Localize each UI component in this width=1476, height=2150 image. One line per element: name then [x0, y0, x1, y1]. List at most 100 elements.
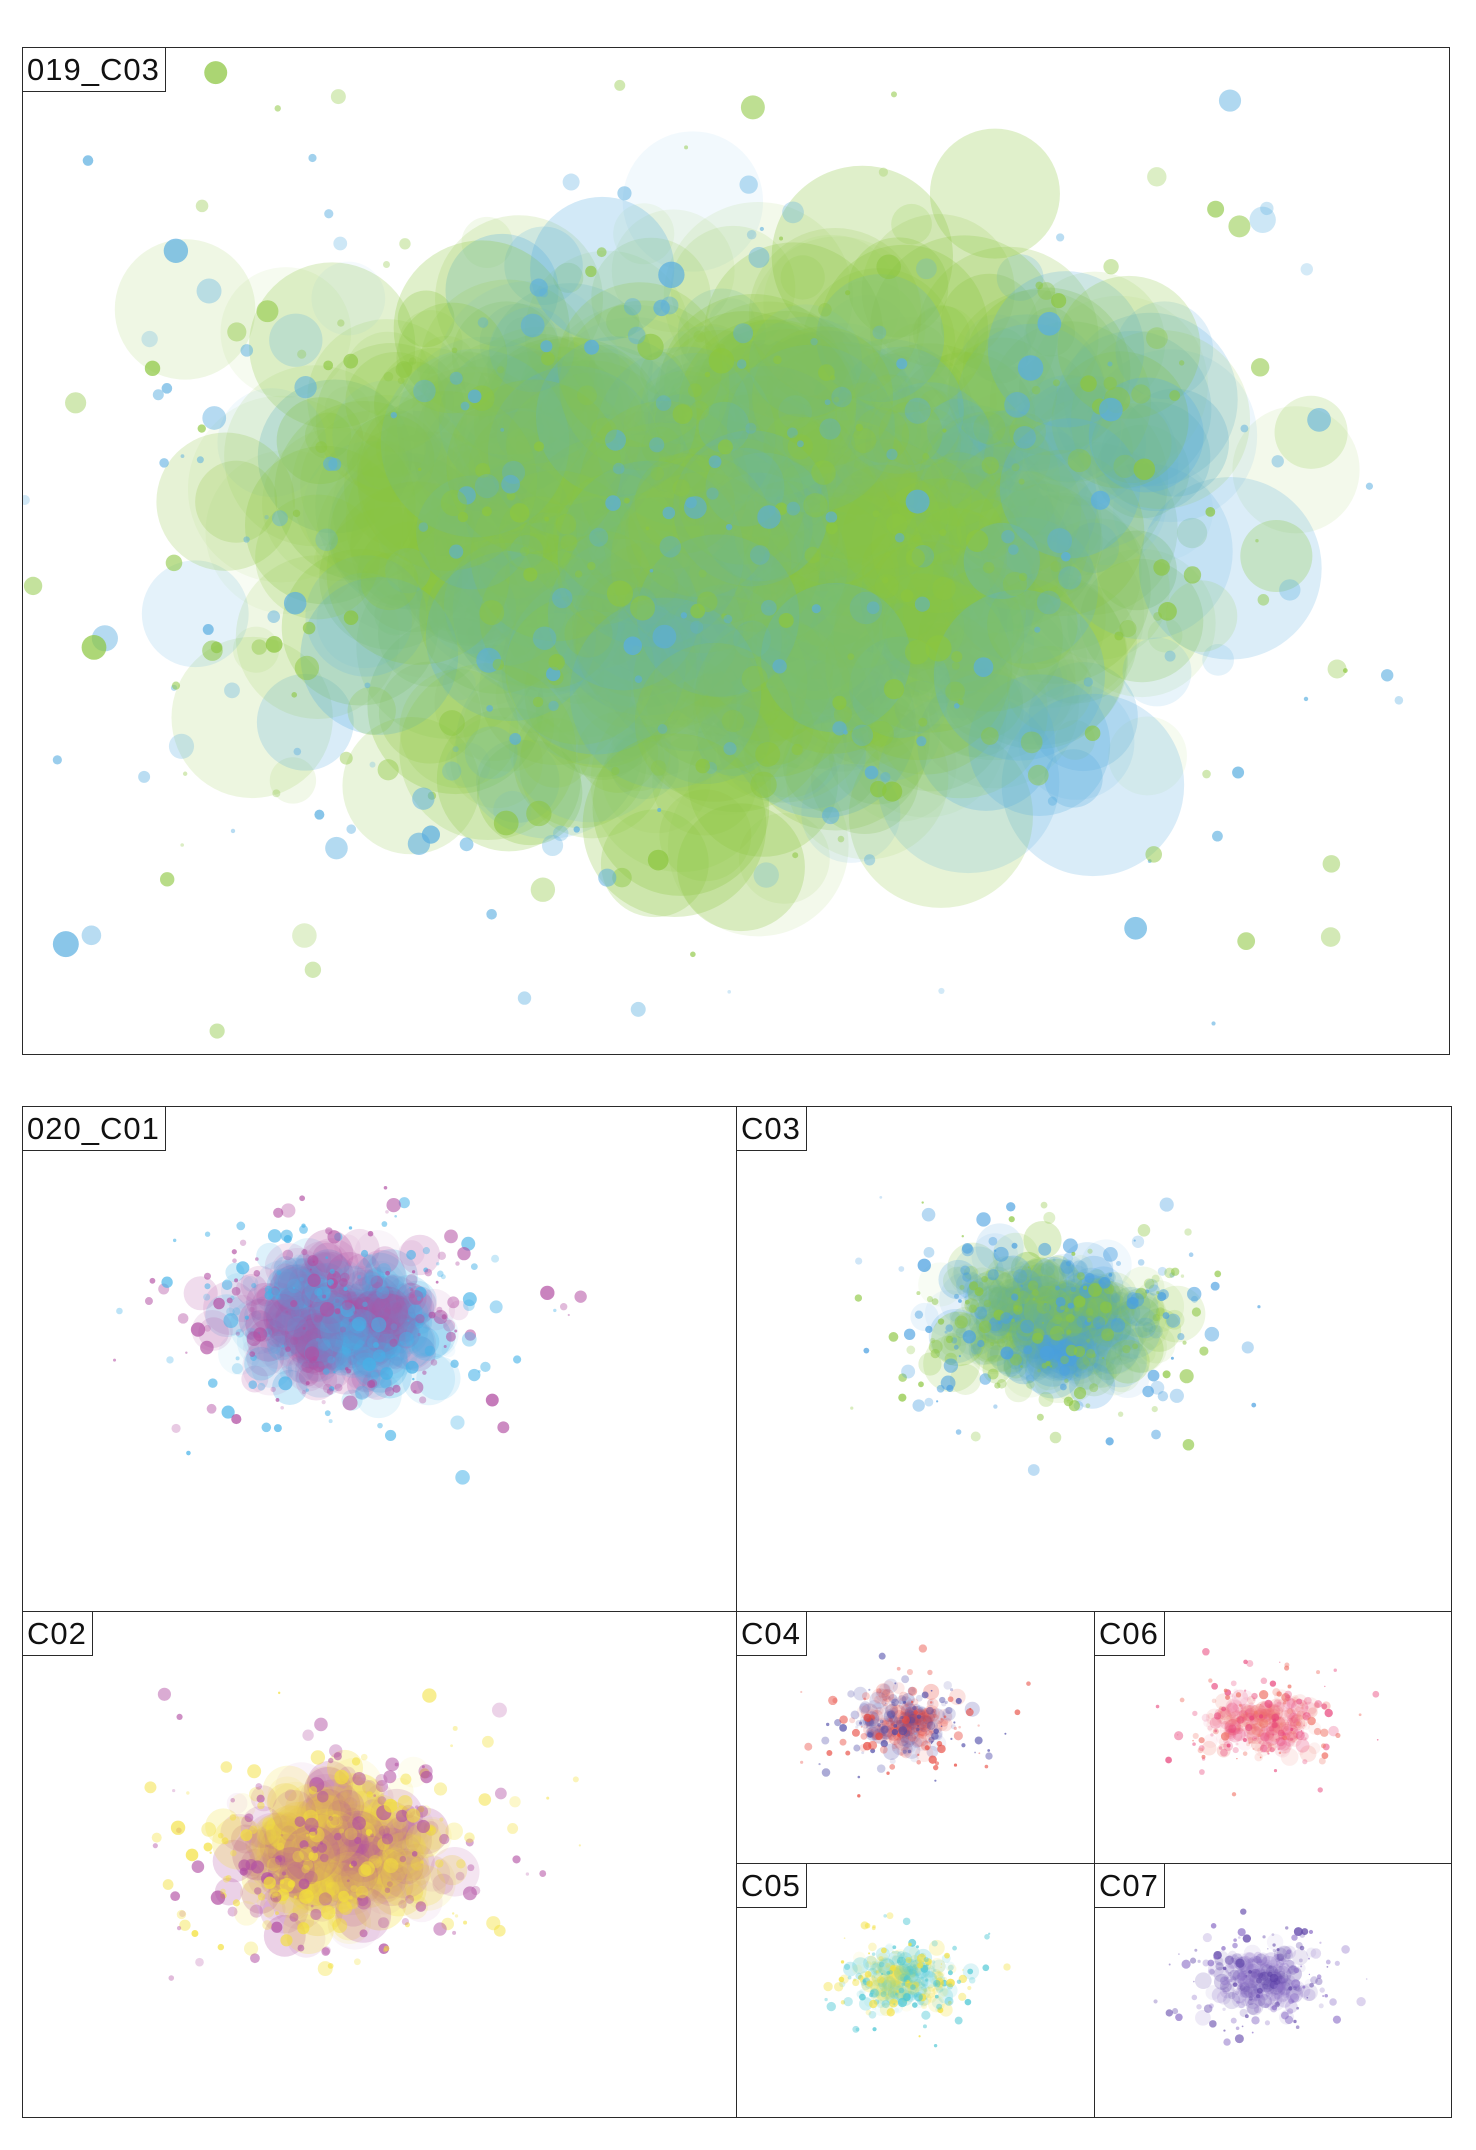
paint-droplet: [1314, 1700, 1323, 1708]
paint-blob: [257, 1825, 293, 1861]
paint-blob: [345, 351, 446, 453]
paint-blob: [660, 616, 751, 707]
paint-droplet: [1236, 1757, 1238, 1760]
paint-blob: [683, 365, 856, 538]
paint-blob: [1028, 662, 1138, 772]
paint-blob: [1025, 1374, 1035, 1384]
paint-droplet: [873, 1976, 876, 1978]
paint-droplet: [1055, 1297, 1066, 1308]
paint-blob: [326, 1323, 337, 1334]
paint-droplet: [884, 1702, 887, 1705]
paint-blob: [847, 471, 878, 502]
paint-droplet: [355, 1885, 369, 1899]
paint-droplet: [1321, 1743, 1327, 1749]
paint-droplet: [443, 1319, 456, 1332]
paint-blob: [919, 1714, 933, 1729]
paint-blob: [501, 573, 693, 765]
paint-blob: [308, 1337, 341, 1370]
paint-droplet: [855, 2027, 860, 2032]
paint-blob: [896, 1970, 900, 1975]
paint-droplet: [916, 736, 927, 747]
paint-blob: [273, 1264, 316, 1306]
paint-blob: [865, 382, 994, 511]
paint-droplet: [889, 1763, 896, 1770]
paint-blob: [299, 1299, 325, 1325]
paint-droplet: [1037, 1368, 1041, 1373]
paint-blob: [1001, 1275, 1058, 1332]
paint-droplet: [349, 1318, 365, 1334]
paint-blob: [668, 436, 733, 500]
paint-droplet: [1246, 1660, 1254, 1667]
paint-blob: [287, 1317, 311, 1342]
paint-droplet: [330, 1816, 340, 1826]
paint-blob: [988, 1287, 1011, 1310]
paint-droplet: [962, 1969, 964, 1971]
paint-droplet: [338, 1890, 350, 1902]
paint-droplet: [1202, 1959, 1210, 1967]
paint-droplet: [463, 1920, 468, 1925]
paint-droplet: [1110, 1293, 1121, 1303]
paint-blob: [1012, 1290, 1046, 1323]
paint-droplet: [928, 1736, 935, 1743]
paint-blob: [1229, 1720, 1244, 1735]
paint-blob: [904, 1703, 909, 1708]
paint-blob: [870, 1979, 888, 1997]
paint-droplet: [944, 1330, 948, 1334]
paint-droplet: [244, 1813, 254, 1823]
paint-blob: [380, 348, 570, 538]
paint-blob: [748, 534, 800, 586]
paint-blob: [1219, 1983, 1235, 1999]
paint-droplet: [973, 657, 994, 677]
paint-blob: [313, 1306, 360, 1352]
paint-droplet: [964, 1299, 970, 1305]
paint-blob: [508, 659, 671, 823]
paint-blob: [265, 1314, 308, 1357]
paint-blob: [410, 488, 597, 675]
paint-droplet: [1201, 1757, 1206, 1761]
paint-blob: [906, 1966, 912, 1972]
paint-droplet: [881, 576, 889, 584]
paint-blob: [694, 516, 864, 686]
paint-droplet: [914, 1310, 924, 1319]
paint-droplet: [418, 467, 422, 472]
paint-blob: [1235, 1742, 1239, 1746]
paint-blob: [1224, 1719, 1242, 1736]
paint-droplet: [433, 1922, 447, 1936]
paint-blob: [521, 522, 552, 553]
paint-blob: [1106, 1291, 1132, 1317]
paint-blob: [937, 390, 1092, 544]
paint-droplet: [1084, 1272, 1095, 1284]
paint-blob: [928, 1730, 933, 1734]
paint-droplet: [186, 1791, 190, 1795]
watercolor-splash-image: [850, 1195, 1261, 1476]
paint-droplet: [333, 1752, 342, 1761]
paint-blob: [704, 242, 883, 421]
paint-blob: [892, 1699, 897, 1704]
paint-blob: [765, 578, 867, 680]
paint-blob: [1237, 1705, 1247, 1714]
paint-blob: [382, 1315, 413, 1346]
paint-blob: [1286, 1959, 1295, 1968]
paint-droplet: [914, 596, 931, 612]
paint-droplet: [1264, 2020, 1271, 2026]
paint-droplet: [1258, 1714, 1264, 1719]
paint-blob: [729, 605, 893, 770]
paint-droplet: [285, 1346, 291, 1352]
paint-blob: [867, 1700, 882, 1715]
paint-blob: [898, 1973, 906, 1981]
paint-blob: [1237, 1983, 1250, 1996]
paint-blob: [786, 437, 876, 528]
paint-blob: [1255, 1728, 1274, 1746]
paint-blob: [810, 726, 919, 835]
paint-blob: [1022, 1312, 1078, 1368]
paint-blob: [397, 1756, 429, 1788]
paint-droplet: [1152, 1313, 1160, 1322]
paint-droplet: [277, 1691, 281, 1695]
paint-blob: [882, 1719, 886, 1723]
paint-droplet: [981, 456, 999, 474]
paint-blob: [935, 1986, 943, 1994]
paint-droplet: [1076, 1272, 1085, 1281]
paint-blob: [628, 454, 771, 598]
paint-blob: [724, 482, 790, 548]
paint-blob: [750, 377, 870, 497]
